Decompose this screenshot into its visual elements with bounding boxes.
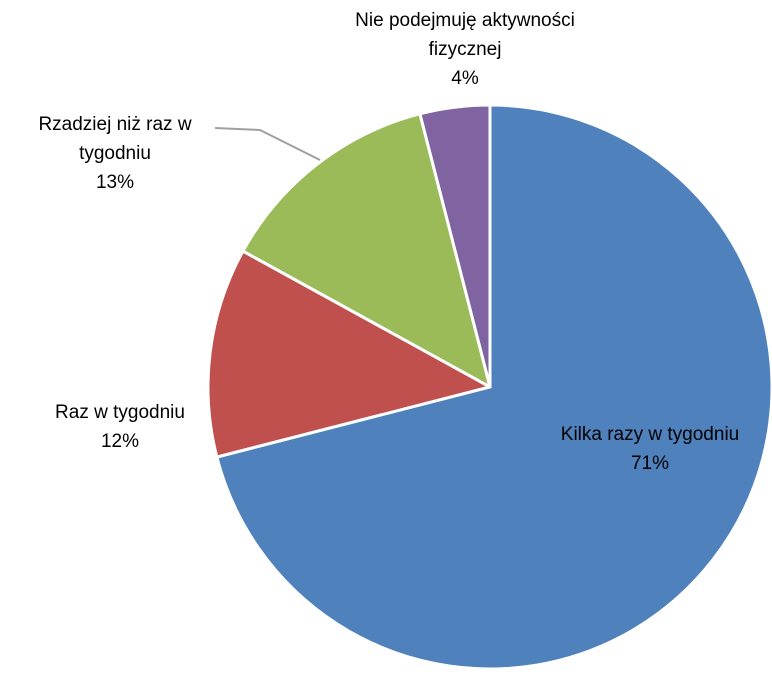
pie-slice xyxy=(215,103,772,671)
slice-value: 13% xyxy=(95,172,135,193)
slice-value: 12% xyxy=(100,431,140,452)
slice-value: 4% xyxy=(451,68,479,89)
leader-line xyxy=(214,127,321,161)
slice-name: Raz w tygodniu xyxy=(55,402,185,423)
pie-slice xyxy=(206,249,495,459)
data-label: Nie podejmuję aktywności fizycznej 4% xyxy=(330,6,600,93)
slice-value: 71% xyxy=(630,453,670,474)
data-label: Raz w tygodniu 12% xyxy=(20,398,220,456)
data-label: Rzadziej niż raz w tygodniu 13% xyxy=(0,110,230,197)
slice-name: Nie podejmuję aktywności fizycznej xyxy=(355,10,575,60)
pie-slice xyxy=(240,112,493,390)
slice-name: Rzadziej niż raz w tygodniu xyxy=(38,114,192,164)
slice-name: Kilka razy w tygodniu xyxy=(560,424,740,445)
data-label: Kilka razy w tygodniu 71% xyxy=(520,420,772,478)
